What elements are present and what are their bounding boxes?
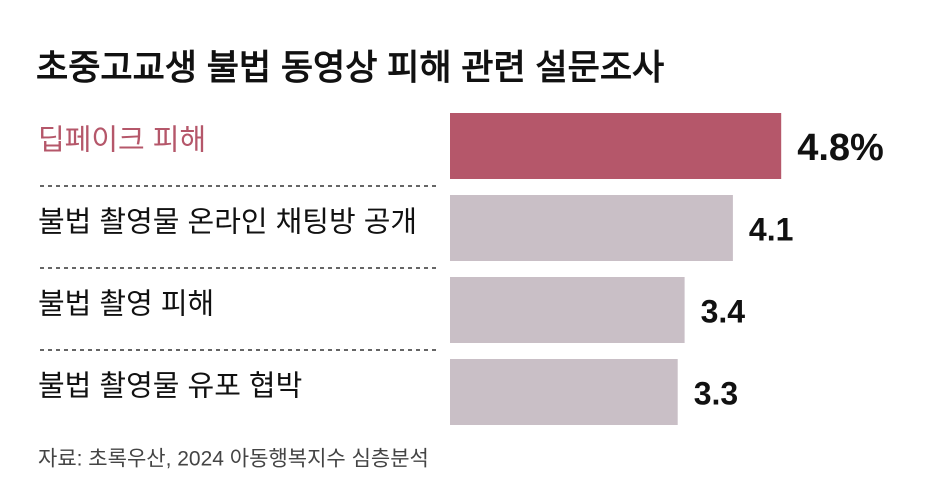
value-label: 3.3: [694, 375, 738, 411]
chart-title: 초중고교생 불법 동영상 피해 관련 설문조사: [36, 48, 664, 87]
value-label: 3.4: [701, 293, 746, 329]
value-label: 4.8%: [797, 127, 884, 169]
category-label: 딥페이크 피해: [38, 125, 206, 157]
source: 자료: 초록우산, 2024 아동행복지수 심층분석: [38, 448, 429, 471]
category-label: 불법 촬영물 유포 협박: [38, 370, 302, 403]
bar: [450, 195, 733, 261]
bar: [450, 113, 782, 179]
value-label: 4.1: [749, 211, 793, 247]
bar: [450, 359, 678, 425]
bar: [450, 277, 685, 343]
category-label: 불법 촬영 피해: [38, 288, 214, 321]
category-label: 불법 촬영물 온라인 채팅방 공개: [38, 206, 417, 239]
